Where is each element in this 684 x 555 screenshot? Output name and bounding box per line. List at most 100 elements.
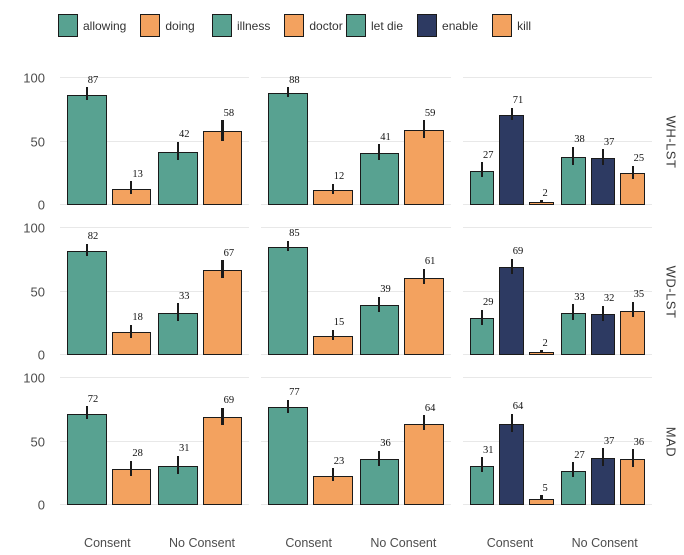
bar: 59 — [404, 108, 444, 205]
error-bar — [572, 146, 575, 165]
category-group: 36 64 — [359, 378, 444, 505]
error-bar — [287, 87, 290, 98]
bar: 25 — [620, 154, 645, 205]
bar-value-label: 15 — [333, 317, 345, 329]
x-axis-row: Consent No Consent Consent No Consent Consen… — [0, 528, 684, 550]
bar-groups: 77 23 36 64 — [261, 378, 450, 505]
error-bar — [480, 309, 484, 325]
panel: 27 71 2 38 37 25 — [462, 77, 652, 205]
legend-label: doing — [165, 18, 195, 33]
bar-value-label: 33 — [574, 291, 585, 303]
bar-groups: 85 15 39 61 — [261, 228, 450, 355]
x-axis-panel: Consent No Consent — [463, 528, 652, 550]
category-group: 77 23 — [268, 378, 353, 505]
gridline — [462, 77, 652, 78]
error-bar — [85, 243, 88, 257]
bar-value-label: 37 — [603, 435, 615, 447]
legend-swatch — [284, 14, 305, 37]
bar-groups: 82 18 33 67 — [60, 228, 249, 355]
gridline — [462, 504, 652, 505]
bar-value-label: 38 — [574, 134, 585, 146]
bar: 13 — [111, 169, 152, 205]
bar-groups: 29 69 2 33 32 35 — [463, 228, 652, 355]
legend-label: kill — [517, 18, 532, 33]
category-group: 39 61 — [359, 228, 444, 355]
bar: 15 — [312, 318, 353, 355]
bar-value-label: 71 — [512, 94, 524, 106]
bar: 72 — [67, 394, 107, 505]
error-bar — [378, 296, 381, 313]
error-bar — [331, 329, 334, 341]
legend-label: enable — [442, 18, 479, 33]
bar: 36 — [620, 437, 645, 505]
y-axis: 0 50 100 — [0, 222, 54, 362]
error-bar — [540, 350, 543, 353]
bar-value-label: 23 — [333, 455, 345, 467]
error-bar — [510, 413, 513, 432]
bar: 39 — [359, 285, 400, 355]
bar-value-label: 5 — [542, 482, 548, 494]
bar: 2 — [529, 338, 554, 355]
facet-strip-label: MAD — [663, 426, 679, 457]
error-bar — [130, 181, 133, 194]
bar: 64 — [499, 402, 525, 505]
bar: 2 — [529, 188, 554, 205]
facet-row: 0 50 100 72 28 31 69 77 23 36 64 31 64 5 27 37 36 MAD — [0, 372, 684, 512]
bar-value-label: 29 — [483, 297, 494, 309]
bar-value-label: 31 — [483, 444, 494, 456]
bar-value-label: 13 — [132, 168, 143, 180]
category-group: 27 71 2 — [469, 78, 554, 205]
facet-strip: MAD — [658, 378, 684, 505]
error-bar — [85, 87, 88, 100]
bar-value-label: 64 — [512, 401, 524, 413]
error-bar — [287, 240, 290, 252]
category-group: 41 59 — [359, 78, 444, 205]
gridline — [462, 354, 652, 355]
error-bar — [331, 183, 334, 194]
bar: 69 — [202, 395, 243, 505]
error-bar — [176, 141, 180, 160]
panel: 29 69 2 33 32 35 — [462, 227, 652, 355]
gridline — [261, 204, 451, 205]
bar: 41 — [359, 132, 400, 205]
gridline — [261, 140, 451, 142]
category-group: 31 69 — [158, 378, 243, 505]
error-bar — [601, 448, 604, 466]
y-axis: 0 50 100 — [0, 372, 54, 512]
legend-label: allowing — [83, 18, 127, 33]
bar-value-label: 69 — [512, 246, 524, 258]
y-axis: 0 50 100 — [0, 72, 54, 212]
facet-strip: WD-LST — [658, 228, 684, 355]
error-bar — [572, 462, 575, 478]
bar-groups: 88 12 41 59 — [261, 75, 450, 205]
error-bar — [631, 165, 634, 179]
panel: 87 13 42 58 — [60, 75, 250, 205]
panel-grid: 0 50 100 87 13 42 58 88 12 41 59 27 71 2 38 37 25 WH-LST 0… — [0, 72, 684, 512]
y-tick-label: 100 — [23, 70, 45, 86]
panel: 82 18 33 67 — [60, 227, 250, 355]
error-bar — [176, 455, 180, 474]
y-tick-label: 0 — [37, 197, 45, 213]
x-tick-label: No Consent — [169, 536, 236, 550]
error-bar — [572, 304, 575, 320]
bar-value-label: 77 — [289, 387, 300, 399]
x-axis-spacer — [0, 528, 54, 550]
bar-value-label: 42 — [178, 129, 190, 141]
error-bar — [601, 149, 604, 165]
gridline — [60, 290, 250, 292]
bar-value-label: 33 — [178, 290, 190, 302]
gridline — [261, 504, 451, 505]
category-group: 33 67 — [158, 228, 243, 355]
error-bar — [480, 457, 484, 473]
bar-value-label: 12 — [333, 171, 345, 183]
bar-value-label: 36 — [633, 436, 645, 448]
gridline — [60, 140, 250, 142]
error-bar — [601, 305, 604, 321]
panel: 31 64 5 27 37 36 — [462, 377, 652, 505]
category-group: 72 28 — [67, 378, 152, 505]
bar: 28 — [111, 449, 152, 505]
x-axis-spacer — [658, 528, 684, 550]
facet-row: 0 50 100 82 18 33 67 85 15 39 61 29 69 2 33 32 35 WD-LST — [0, 222, 684, 362]
facet-strip-label: WD-LST — [663, 265, 679, 318]
category-group: 38 37 25 — [560, 78, 645, 205]
